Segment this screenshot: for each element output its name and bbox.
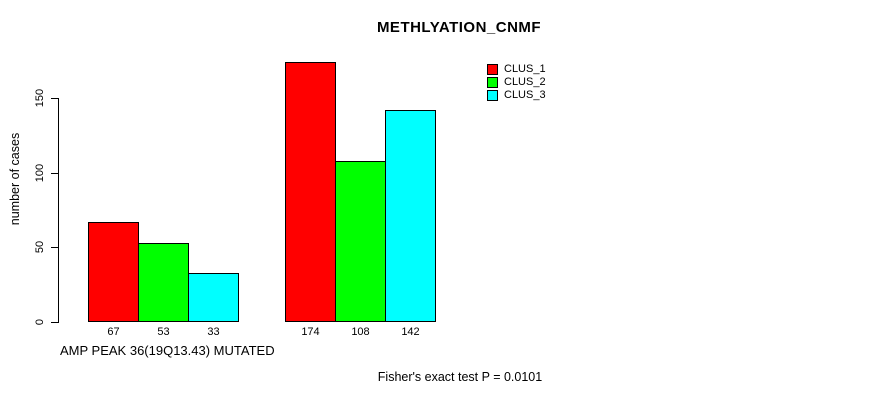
bar-clus_1-group-2 [285, 62, 336, 322]
y-tick-label: 150 [34, 88, 46, 108]
bar-value-label: 142 [401, 326, 420, 338]
legend-label: CLUS_2 [504, 76, 546, 88]
bar-value-label: 174 [301, 326, 320, 338]
bar-value-label: 53 [157, 326, 170, 338]
legend-label: CLUS_3 [504, 89, 546, 101]
legend-swatch-clus-1 [487, 64, 498, 75]
bar-clus_3-group-2 [385, 110, 436, 322]
bar-clus_2-group-1 [138, 243, 189, 322]
bar-value-label: 108 [351, 326, 370, 338]
bar-value-label: 67 [107, 326, 120, 338]
fisher-test-annotation: Fisher's exact test P = 0.0101 [377, 370, 543, 384]
y-tick [51, 98, 58, 99]
legend-item: CLUS_1 [487, 63, 546, 76]
y-tick-label: 50 [34, 240, 46, 254]
x-axis-label: AMP PEAK 36(19Q13.43) MUTATED [60, 343, 275, 358]
bar-clus_3-group-1 [188, 273, 239, 322]
legend-item: CLUS_3 [487, 89, 546, 102]
legend-swatch-clus-2 [487, 77, 498, 88]
y-tick [51, 322, 58, 323]
y-tick [51, 247, 58, 248]
legend: CLUS_1 CLUS_2 CLUS_3 [487, 63, 546, 102]
legend-swatch-clus-3 [487, 90, 498, 101]
bar-clus_1-group-1 [88, 222, 139, 322]
y-axis-line [58, 98, 59, 323]
bar-value-label: 33 [207, 326, 220, 338]
y-axis-label: number of cases [8, 132, 22, 226]
chart-title: METHLYATION_CNMF [376, 19, 542, 36]
y-tick [51, 173, 58, 174]
legend-item: CLUS_2 [487, 76, 546, 89]
y-tick-label: 100 [34, 163, 46, 183]
y-tick-label: 0 [34, 318, 46, 326]
legend-label: CLUS_1 [504, 63, 546, 75]
bar-clus_2-group-2 [335, 161, 386, 322]
